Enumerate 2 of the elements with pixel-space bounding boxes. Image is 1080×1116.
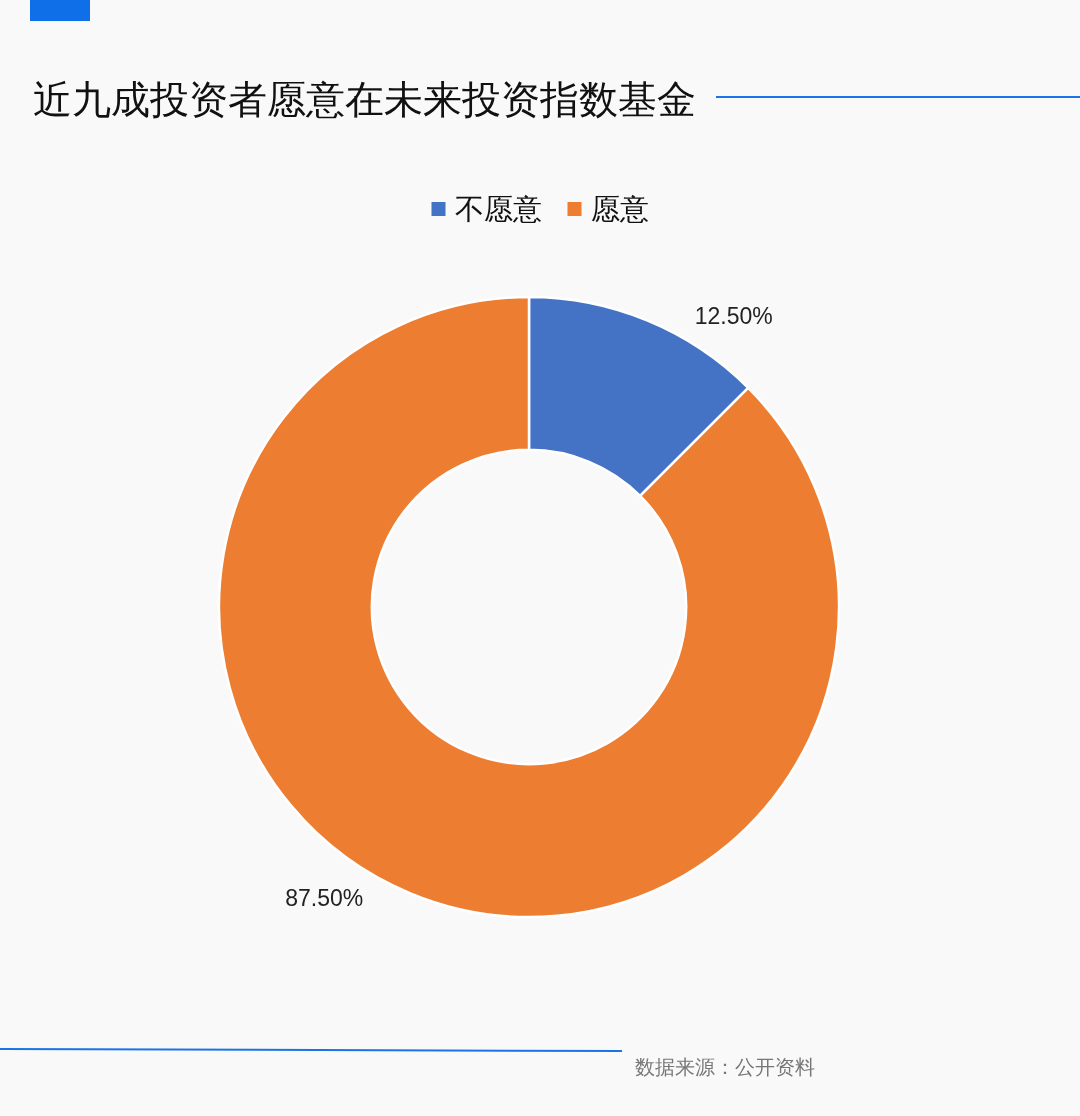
annotation: 数据来源：公开资料	[635, 1056, 815, 1078]
title: 近九成投资者愿意在未来投资指数基金	[33, 78, 696, 121]
